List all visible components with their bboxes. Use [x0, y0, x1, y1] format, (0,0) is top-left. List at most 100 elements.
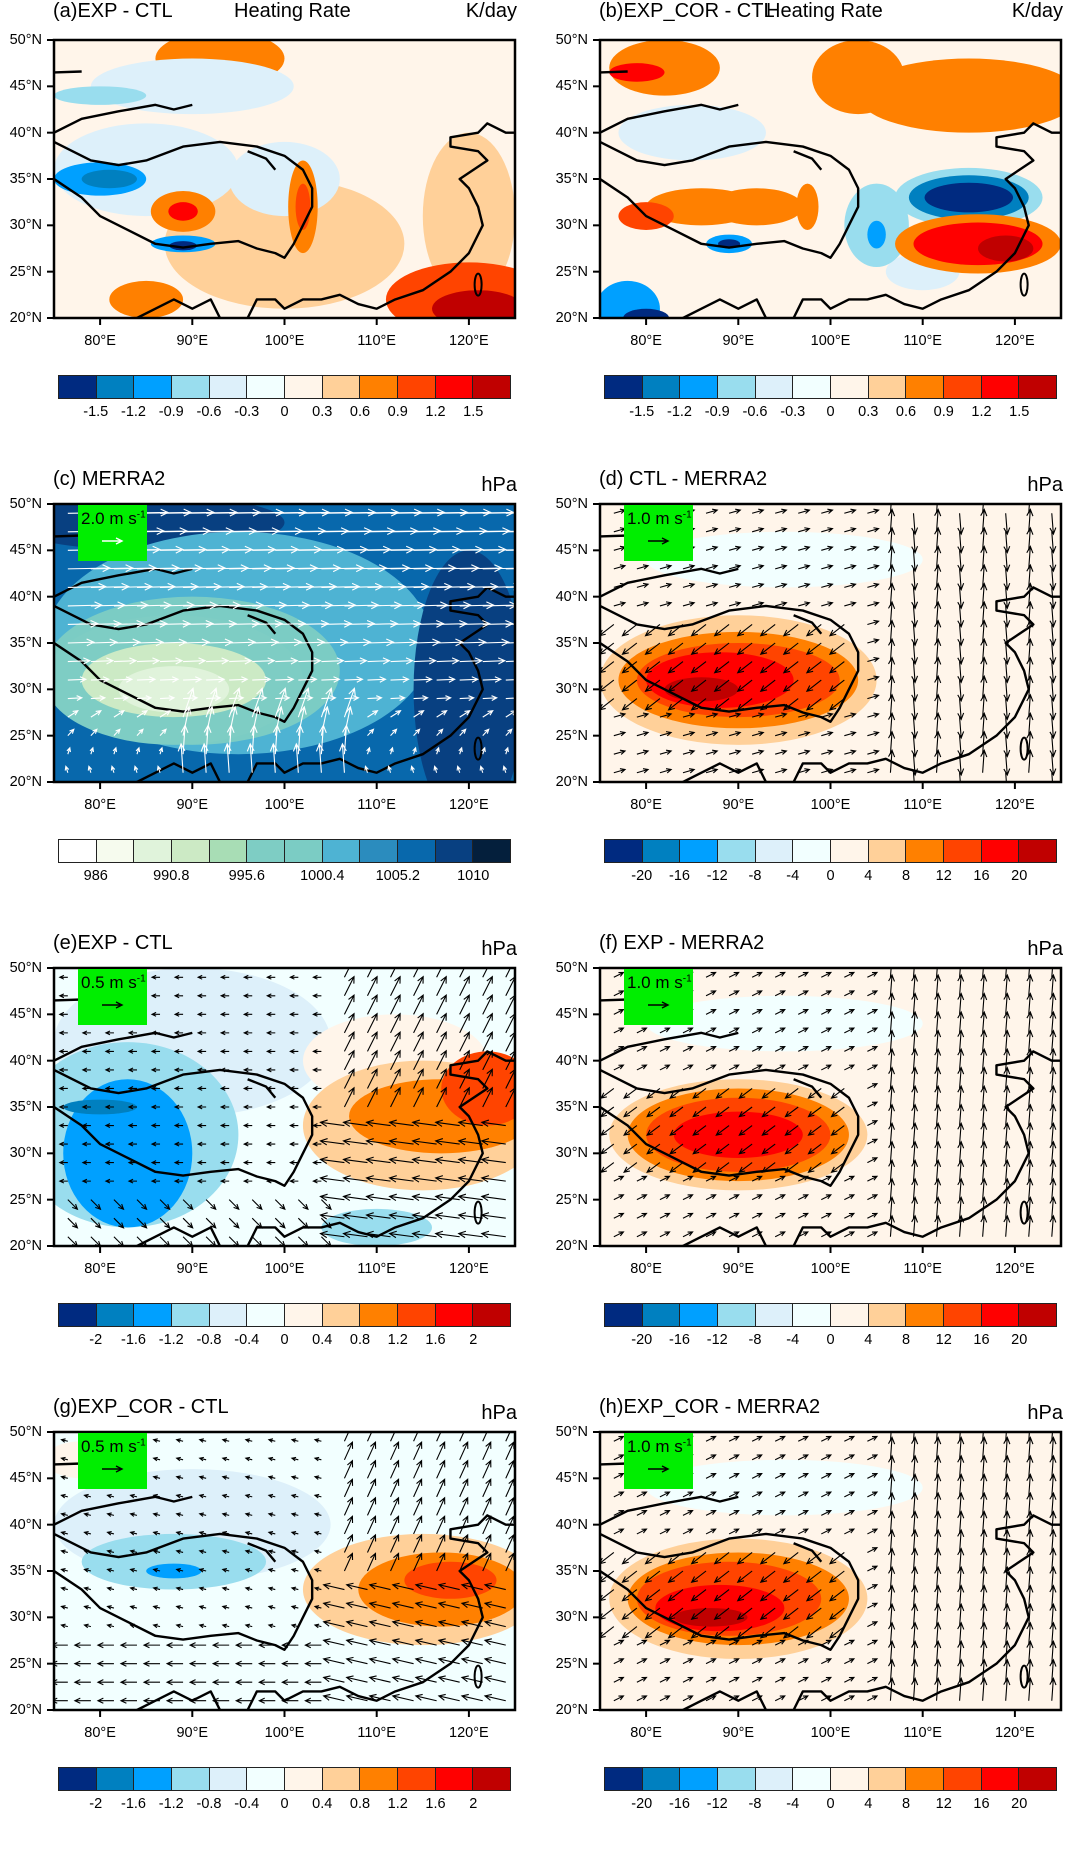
wind-vector: [821, 1064, 833, 1071]
wind-vector: [390, 619, 422, 628]
wind-vector: [644, 698, 661, 711]
wind-vector: [980, 1214, 988, 1237]
wind-vector: [912, 1432, 915, 1442]
wind-vector: [150, 1067, 161, 1073]
panel-title: (b)EXP_COR - CTL: [599, 0, 775, 22]
colorbar-swatch: [944, 376, 982, 398]
colorbar-label: -0.3: [780, 404, 806, 420]
wind-vector: [312, 974, 322, 980]
wind-vector: [613, 768, 627, 774]
wind-vector: [482, 1459, 492, 1479]
colorbar-label: -4: [786, 868, 800, 884]
wind-vector: [705, 508, 719, 514]
panel-f: (f) EXP - MERRA2 hPa 50°N 45°N 40°N 35°N 30°N 2…: [556, 932, 1065, 1408]
wind-vector: [113, 619, 146, 628]
wind-vector: [289, 1160, 299, 1166]
wind-vector: [867, 1528, 879, 1535]
taiwan-coastline: [473, 1200, 483, 1225]
wind-vector: [1003, 1214, 1011, 1237]
wind-vector: [106, 1512, 115, 1517]
contour-region: [609, 63, 665, 82]
reference-vector-exponent: -1: [136, 1437, 146, 1449]
wind-vector: [368, 1675, 391, 1683]
lat-tick-label: 35°N: [9, 635, 42, 651]
wind-vector: [390, 1478, 400, 1498]
colorbar-swatch: [831, 376, 869, 398]
wind-vector: [982, 504, 984, 514]
wind-vector: [173, 1123, 184, 1128]
wind-vector: [736, 679, 753, 693]
coastline: [136, 298, 222, 318]
wind-vector: [821, 1695, 833, 1702]
lon-tick-label: 120°E: [995, 1725, 1035, 1741]
wind-vector: [367, 695, 383, 701]
wind-vector: [659, 564, 673, 570]
wind-vector: [312, 1086, 322, 1091]
wind-vector: [682, 1175, 694, 1182]
wind-vector: [934, 1639, 942, 1664]
wind-vector: [934, 1602, 942, 1627]
wind-vector: [1026, 508, 1034, 532]
lon-tick-label: 120°E: [995, 333, 1035, 349]
wind-vector: [267, 1586, 276, 1592]
wind-vector: [1003, 717, 1011, 740]
wind-vector: [782, 1552, 799, 1565]
lat-tick-label: 20°N: [9, 310, 42, 326]
wind-vector: [957, 698, 965, 721]
colorbar-swatch: [1019, 1768, 1057, 1790]
panel-h: (h)EXP_COR - MERRA2 hPa 50°N 45°N 40°N 35°N 30…: [556, 1396, 1065, 1872]
wind-vector: [713, 1589, 730, 1602]
wind-vector: [257, 1679, 276, 1686]
wind-vector: [483, 1693, 506, 1702]
wind-vector: [659, 1027, 671, 1034]
wind-vector: [366, 1441, 377, 1461]
wind-vector: [413, 1086, 424, 1108]
wind-vector: [244, 1605, 253, 1610]
wind-vector: [659, 712, 673, 718]
wind-vector: [623, 1162, 638, 1173]
wind-vector: [798, 582, 811, 589]
wind-vector: [344, 695, 360, 701]
colorbar-swatch: [906, 840, 945, 862]
wind-vector: [1003, 642, 1011, 666]
wind-vector: [152, 1586, 161, 1592]
lon-tick-label: 100°E: [810, 1261, 851, 1277]
wind-vector: [173, 1160, 184, 1166]
wind-vector: [774, 1008, 786, 1015]
wind-vector: [90, 619, 123, 628]
colorbar-swatch: [680, 376, 719, 398]
wind-vector: [844, 1212, 856, 1219]
wind-vector: [436, 1515, 446, 1535]
wind-vector: [244, 1493, 253, 1499]
contour-region: [710, 188, 803, 226]
wind-vector: [290, 1438, 299, 1443]
wind-vector: [774, 1064, 786, 1071]
wind-vector: [265, 1160, 276, 1166]
wind-vector: [1049, 1528, 1057, 1553]
wind-vector: [613, 1212, 625, 1219]
wind-vector: [759, 642, 776, 655]
wind-vector: [1026, 1436, 1034, 1460]
wind-vector: [623, 1143, 638, 1155]
wind-vector: [867, 1491, 879, 1498]
taiwan-coastline: [1019, 272, 1029, 297]
wind-vector: [182, 1199, 194, 1211]
wind-vector: [459, 1515, 469, 1535]
wind-vector: [736, 661, 753, 674]
wind-vector: [265, 1048, 276, 1054]
wind-vector: [483, 1675, 506, 1683]
wind-vector: [692, 1106, 707, 1118]
wind-vector: [867, 1212, 879, 1219]
wind-vector: [104, 1048, 114, 1054]
wind-vector: [621, 1552, 638, 1565]
wind-vector: [505, 549, 515, 551]
wind-vector: [659, 1231, 671, 1238]
wind-vector: [613, 1695, 625, 1702]
colorbar-swatch: [1019, 840, 1057, 862]
wind-vector: [713, 679, 730, 693]
wind-vector: [667, 698, 684, 711]
wind-vector: [411, 1175, 437, 1183]
wind-vector: [319, 1230, 345, 1239]
wind-vector: [774, 1695, 786, 1702]
colorbar-label: 8: [901, 868, 911, 884]
